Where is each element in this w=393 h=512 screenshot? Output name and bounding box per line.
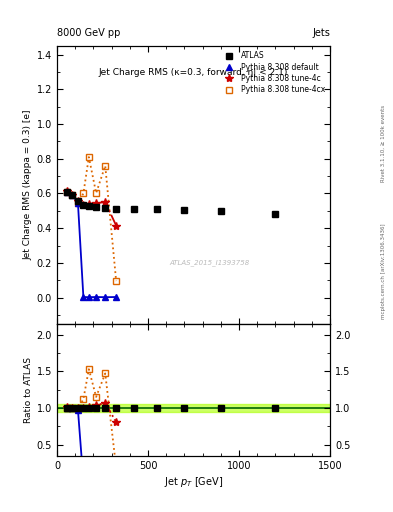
Y-axis label: Jet Charge RMS (kappa = 0.3) [e]: Jet Charge RMS (kappa = 0.3) [e]: [24, 110, 33, 260]
Pythia 8.308 default: [75, 200, 80, 206]
Legend: ATLAS, Pythia 8.308 default, Pythia 8.308 tune-4c, Pythia 8.308 tune-4cx: ATLAS, Pythia 8.308 default, Pythia 8.30…: [218, 48, 328, 97]
Pythia 8.308 tune-4c: [114, 223, 119, 229]
ATLAS: [182, 207, 187, 214]
ATLAS: [86, 203, 91, 209]
Pythia 8.308 tune-4cx: [103, 163, 108, 169]
Pythia 8.308 tune-4cx: [114, 278, 119, 284]
Line: Pythia 8.308 tune-4c: Pythia 8.308 tune-4c: [63, 187, 120, 230]
Pythia 8.308 default: [81, 294, 86, 300]
ATLAS: [273, 211, 278, 217]
Pythia 8.308 tune-4cx: [94, 190, 99, 196]
ATLAS: [94, 204, 99, 210]
Pythia 8.308 default: [94, 294, 99, 300]
Pythia 8.308 tune-4cx: [81, 190, 86, 197]
Pythia 8.308 default: [86, 294, 91, 300]
ATLAS: [75, 198, 80, 204]
ATLAS: [70, 191, 75, 198]
Y-axis label: Ratio to ATLAS: Ratio to ATLAS: [24, 357, 33, 422]
Pythia 8.308 tune-4c: [103, 199, 108, 205]
Pythia 8.308 tune-4c: [94, 200, 99, 206]
ATLAS: [81, 202, 86, 208]
ATLAS: [155, 206, 160, 212]
Pythia 8.308 tune-4c: [81, 202, 86, 208]
Pythia 8.308 tune-4cx: [75, 200, 80, 206]
Pythia 8.308 tune-4c: [86, 201, 91, 207]
Pythia 8.308 tune-4cx: [64, 189, 69, 196]
X-axis label: Jet $p_T$ [GeV]: Jet $p_T$ [GeV]: [164, 475, 223, 489]
Line: ATLAS: ATLAS: [64, 189, 279, 217]
Pythia 8.308 tune-4c: [64, 188, 69, 195]
ATLAS: [132, 206, 137, 212]
Pythia 8.308 default: [70, 191, 75, 198]
Pythia 8.308 tune-4cx: [86, 154, 91, 160]
Pythia 8.308 tune-4cx: [70, 192, 75, 198]
Pythia 8.308 default: [114, 294, 119, 300]
Text: mcplots.cern.ch [arXiv:1306.3436]: mcplots.cern.ch [arXiv:1306.3436]: [381, 224, 386, 319]
Pythia 8.308 tune-4c: [70, 192, 75, 198]
Pythia 8.308 default: [103, 294, 108, 300]
Text: Jet Charge RMS (κ=0.3, forward, η| < 2.1): Jet Charge RMS (κ=0.3, forward, η| < 2.1…: [99, 68, 288, 77]
Text: 8000 GeV pp: 8000 GeV pp: [57, 28, 120, 38]
Text: Jets: Jets: [312, 28, 330, 38]
ATLAS: [64, 189, 69, 196]
ATLAS: [114, 205, 119, 211]
Pythia 8.308 tune-4c: [75, 198, 80, 204]
Pythia 8.308 default: [64, 189, 69, 195]
Line: Pythia 8.308 tune-4cx: Pythia 8.308 tune-4cx: [64, 154, 119, 284]
Line: Pythia 8.308 default: Pythia 8.308 default: [64, 189, 119, 301]
Text: ATLAS_2015_I1393758: ATLAS_2015_I1393758: [170, 259, 250, 266]
Text: Rivet 3.1.10, ≥ 100k events: Rivet 3.1.10, ≥ 100k events: [381, 105, 386, 182]
ATLAS: [103, 205, 108, 211]
ATLAS: [219, 208, 223, 215]
